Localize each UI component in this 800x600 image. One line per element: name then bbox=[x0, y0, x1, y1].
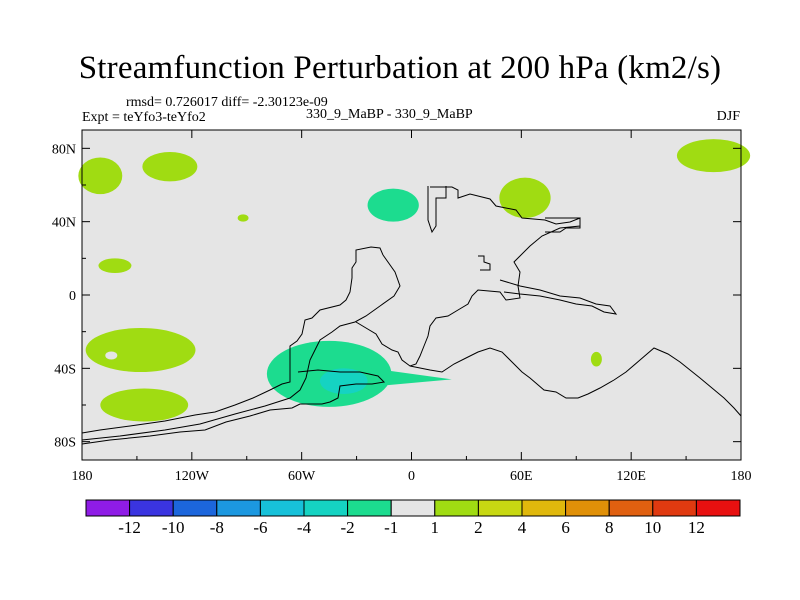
x-tick-label: 180 bbox=[731, 469, 752, 484]
continent-outline-americas bbox=[81, 246, 384, 434]
anomaly-layer bbox=[78, 139, 751, 422]
experiment-label: Expt = teYfo3-teYfo2 bbox=[82, 110, 206, 125]
anomaly-region-5 bbox=[499, 177, 551, 218]
anomaly-region-9 bbox=[100, 388, 189, 422]
colorbar-label: -8 bbox=[210, 518, 224, 537]
anomaly-region-7 bbox=[98, 258, 132, 273]
experiment-name-label: 330_9_MaBP - 330_9_MaBP bbox=[306, 107, 473, 122]
colorbar-label: -10 bbox=[162, 518, 185, 537]
colorbar-box bbox=[303, 499, 349, 517]
anomaly-region-4 bbox=[367, 188, 419, 222]
anomaly-hole bbox=[105, 351, 118, 360]
colorbar-box bbox=[565, 499, 610, 517]
anomaly-region-6 bbox=[676, 139, 751, 173]
anomaly-region-12 bbox=[590, 351, 602, 367]
colorbar-label: 12 bbox=[688, 518, 705, 537]
colorbar-label: -12 bbox=[118, 518, 141, 537]
continent-outline-arctic-island bbox=[545, 217, 581, 233]
y-tick-label: 40S bbox=[54, 362, 76, 377]
continent-outline-americas-coast bbox=[81, 254, 401, 441]
colorbar-label: -6 bbox=[253, 518, 267, 537]
x-tick-label: 60W bbox=[288, 469, 316, 484]
continent-outline-antarctic-peninsula bbox=[81, 369, 386, 445]
continent-outline-japan bbox=[478, 255, 491, 271]
x-tick-label: 180 bbox=[72, 469, 93, 484]
colorbar-box bbox=[347, 499, 392, 517]
colorbar-label: 1 bbox=[431, 518, 440, 537]
x-tick-label: 120E bbox=[616, 469, 646, 484]
colorbar-box bbox=[390, 499, 436, 517]
continent-outline-africa bbox=[409, 347, 742, 417]
colorbar-label: 4 bbox=[518, 518, 527, 537]
colorbar-label: 6 bbox=[561, 518, 570, 537]
colorbar-box bbox=[129, 499, 174, 517]
colorbar-label: 8 bbox=[605, 518, 614, 537]
y-tick-label: 80N bbox=[52, 142, 76, 157]
plot-background bbox=[82, 130, 741, 460]
colorbar: -12 -10 -8 -6 -4 -2 -1 1 2 4 6 8 10 12 bbox=[85, 499, 741, 537]
colorbar-box bbox=[521, 499, 567, 517]
colorbar-box bbox=[695, 499, 741, 517]
y-axis: 80N 40N 0 40S 80S bbox=[52, 142, 741, 451]
plot-area bbox=[78, 129, 751, 461]
colorbar-box bbox=[85, 499, 131, 517]
colorbar-label: -1 bbox=[384, 518, 398, 537]
anomaly-region-1 bbox=[142, 152, 198, 182]
continent-outline-greenland bbox=[427, 186, 447, 234]
colorbar-label: -2 bbox=[341, 518, 355, 537]
colorbar-box bbox=[216, 499, 261, 517]
y-tick-label: 40N bbox=[52, 216, 76, 231]
anomaly-tongue bbox=[371, 368, 452, 387]
chart-title: Streamfunction Perturbation at 200 hPa (… bbox=[78, 50, 722, 86]
colorbar-label: 2 bbox=[474, 518, 483, 537]
colorbar-box bbox=[259, 499, 305, 517]
colorbar-label: 10 bbox=[644, 518, 661, 537]
colorbar-label: -4 bbox=[297, 518, 312, 537]
anomaly-region-2 bbox=[78, 157, 123, 195]
x-tick-label: 0 bbox=[408, 469, 415, 484]
y-tick-label: 0 bbox=[69, 289, 76, 304]
colorbar-box bbox=[477, 499, 523, 517]
x-tick-label: 120W bbox=[175, 469, 210, 484]
anomaly-region-3 bbox=[237, 214, 249, 222]
colorbar-box bbox=[434, 499, 479, 517]
y-tick-label: 80S bbox=[54, 436, 76, 451]
continent-outline-indonesia bbox=[499, 279, 618, 315]
anomaly-region-8 bbox=[85, 328, 196, 372]
landmask-outlines bbox=[81, 186, 742, 445]
colorbar-box bbox=[652, 499, 697, 517]
colorbar-box bbox=[172, 499, 218, 517]
x-axis: 180 120W 60W 0 60E 120E 180 bbox=[72, 130, 752, 484]
season-label: DJF bbox=[716, 109, 740, 124]
anomaly-region-11 bbox=[319, 368, 368, 394]
x-tick-label: 60E bbox=[510, 469, 533, 484]
colorbar-box bbox=[608, 499, 654, 517]
rmsd-diff-label: rmsd= 0.726017 diff= -2.30123e-09 bbox=[126, 95, 328, 110]
